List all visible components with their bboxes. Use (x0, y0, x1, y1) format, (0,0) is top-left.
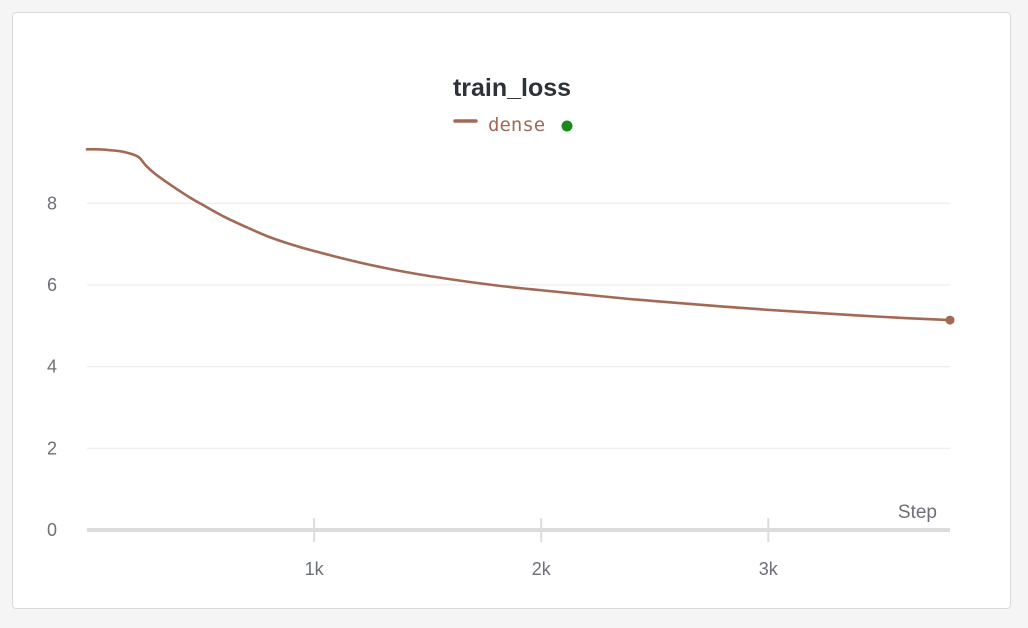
x-axis-label: Step (898, 502, 937, 523)
legend-status-dot (561, 120, 573, 132)
series-line-dense[interactable] (85, 147, 952, 322)
chart-panel (12, 12, 1011, 609)
y-axis: 0 2 4 6 8 (47, 193, 57, 540)
series-lines[interactable] (85, 147, 955, 325)
x-tick-label: 3k (759, 559, 779, 579)
y-tick-label: 6 (47, 275, 57, 295)
series-end-point[interactable] (945, 315, 955, 325)
x-tick-label: 1k (305, 559, 325, 579)
grid-lines (87, 202, 950, 449)
x-axis (87, 518, 950, 542)
y-tick-label: 2 (47, 438, 57, 458)
y-tick-label: 8 (47, 193, 57, 213)
x-tick-labels: 1k 2k 3k (305, 559, 779, 579)
legend-label-dense[interactable]: dense (488, 114, 545, 136)
legend[interactable]: dense (453, 114, 573, 136)
y-tick-label: 0 (47, 520, 57, 540)
x-tick-label: 2k (532, 559, 552, 579)
y-tick-label: 4 (47, 357, 57, 377)
chart-title: train_loss (453, 74, 571, 102)
